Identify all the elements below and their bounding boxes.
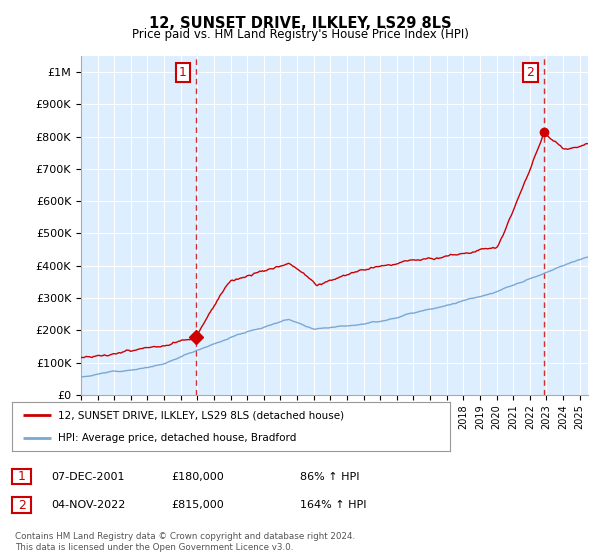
Text: This data is licensed under the Open Government Licence v3.0.: This data is licensed under the Open Gov… bbox=[15, 543, 293, 552]
Text: 1: 1 bbox=[17, 470, 26, 483]
Text: 164% ↑ HPI: 164% ↑ HPI bbox=[300, 500, 367, 510]
Text: 12, SUNSET DRIVE, ILKLEY, LS29 8LS: 12, SUNSET DRIVE, ILKLEY, LS29 8LS bbox=[149, 16, 451, 31]
Text: 04-NOV-2022: 04-NOV-2022 bbox=[51, 500, 125, 510]
Text: 2: 2 bbox=[17, 498, 26, 512]
Text: 12, SUNSET DRIVE, ILKLEY, LS29 8LS (detached house): 12, SUNSET DRIVE, ILKLEY, LS29 8LS (deta… bbox=[58, 410, 344, 421]
Text: Price paid vs. HM Land Registry's House Price Index (HPI): Price paid vs. HM Land Registry's House … bbox=[131, 28, 469, 41]
Text: 86% ↑ HPI: 86% ↑ HPI bbox=[300, 472, 359, 482]
Text: Contains HM Land Registry data © Crown copyright and database right 2024.: Contains HM Land Registry data © Crown c… bbox=[15, 532, 355, 541]
Text: 1: 1 bbox=[179, 66, 187, 79]
Text: 2: 2 bbox=[527, 66, 535, 79]
Text: £815,000: £815,000 bbox=[171, 500, 224, 510]
Text: HPI: Average price, detached house, Bradford: HPI: Average price, detached house, Brad… bbox=[58, 433, 296, 443]
Text: 07-DEC-2001: 07-DEC-2001 bbox=[51, 472, 125, 482]
Text: £180,000: £180,000 bbox=[171, 472, 224, 482]
